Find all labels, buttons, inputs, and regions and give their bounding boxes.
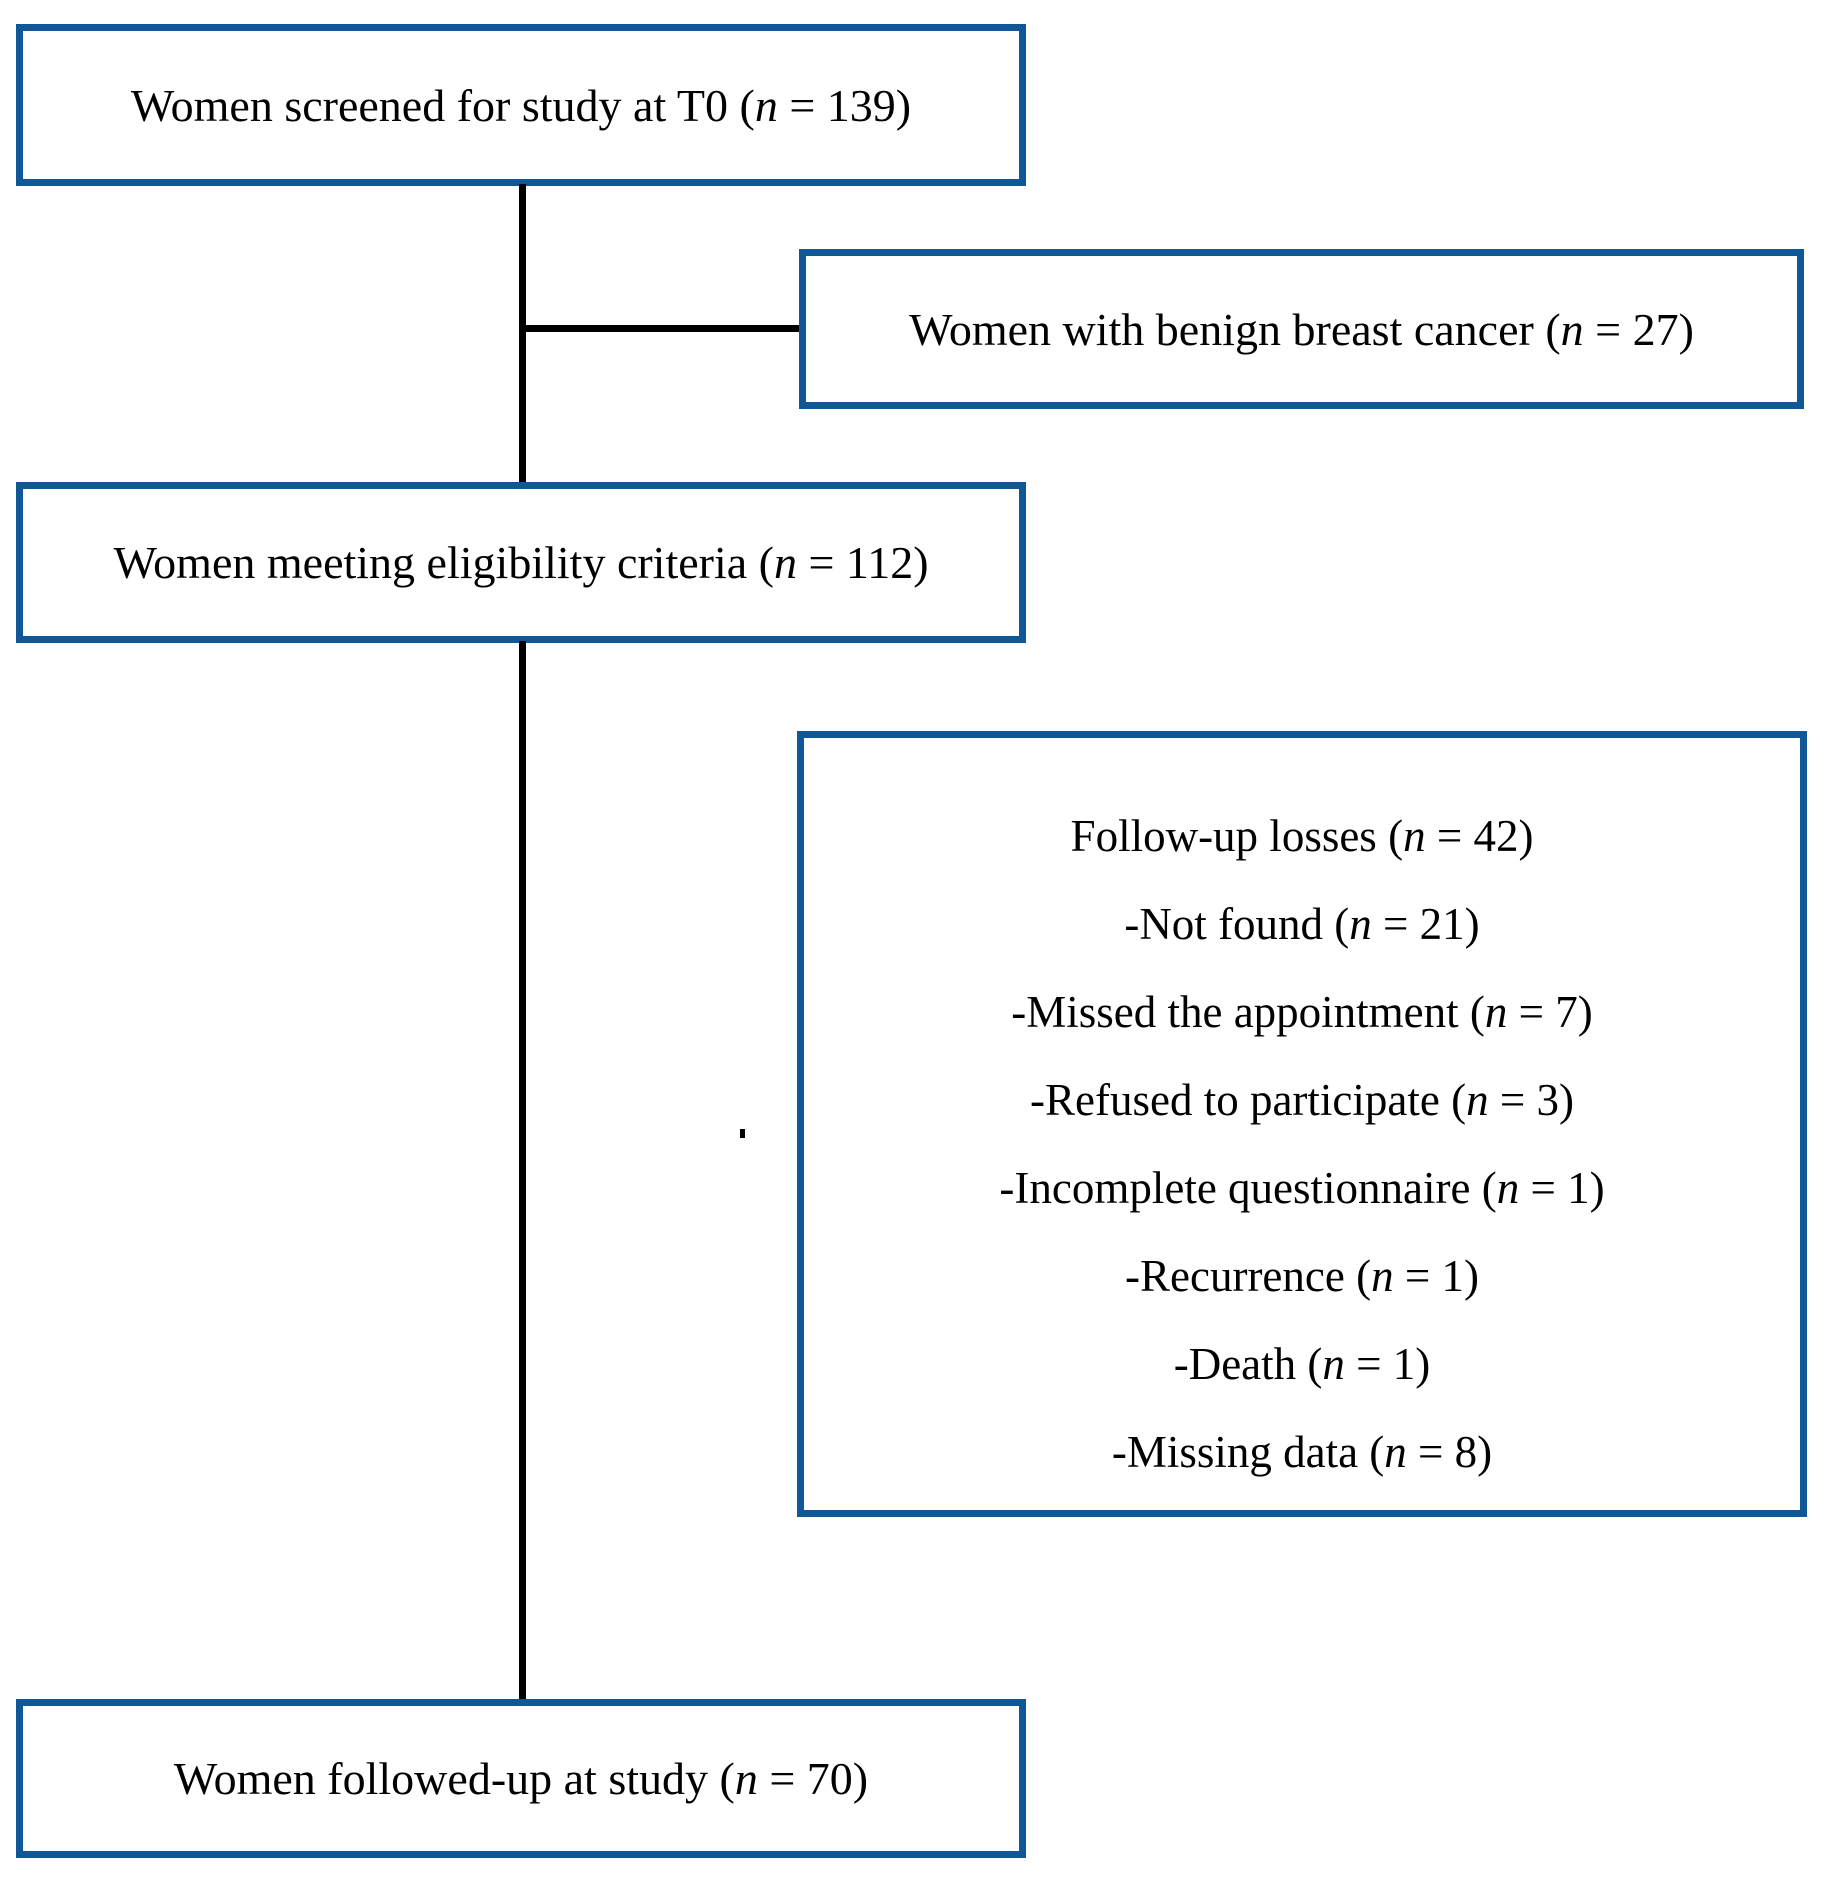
- box-benign-breast-cancer: Women with benign breast cancer (n = 27): [799, 249, 1804, 409]
- box-followup-losses: Follow-up losses (n = 42) -Not found (n …: [797, 731, 1807, 1517]
- loss-item-death: -Death (n = 1): [1173, 1339, 1431, 1389]
- loss-item-recurrence: -Recurrence (n = 1): [1125, 1251, 1479, 1301]
- connector-screened-to-eligible: [519, 184, 526, 484]
- loss-item-incomplete-questionnaire: -Incomplete questionnaire (n = 1): [999, 1163, 1605, 1213]
- box-followed-up: Women followed-up at study (n = 70): [16, 1699, 1026, 1858]
- loss-item-not-found: -Not found (n = 21): [1124, 899, 1480, 949]
- loss-item-refused: -Refused to participate (n = 3): [1030, 1075, 1574, 1125]
- box-women-screened-label: Women screened for study at T0 (n = 139): [130, 79, 912, 131]
- stray-mark: [740, 1129, 745, 1138]
- loss-item-missing-data: -Missing data (n = 8): [1111, 1427, 1493, 1477]
- box-benign-breast-cancer-label: Women with benign breast cancer (n = 27): [909, 303, 1694, 355]
- connector-branch-to-benign: [522, 325, 803, 332]
- box-women-screened: Women screened for study at T0 (n = 139): [16, 24, 1026, 186]
- connector-eligible-to-followed: [519, 641, 526, 1700]
- box-eligibility-criteria-label: Women meeting eligibility criteria (n = …: [113, 537, 929, 588]
- box-followed-up-label: Women followed-up at study (n = 70): [173, 1753, 869, 1804]
- loss-item-missed-appointment: -Missed the appointment (n = 7): [1011, 987, 1593, 1037]
- box-eligibility-criteria: Women meeting eligibility criteria (n = …: [16, 482, 1026, 643]
- followup-losses-title: Follow-up losses (n = 42): [1070, 811, 1534, 861]
